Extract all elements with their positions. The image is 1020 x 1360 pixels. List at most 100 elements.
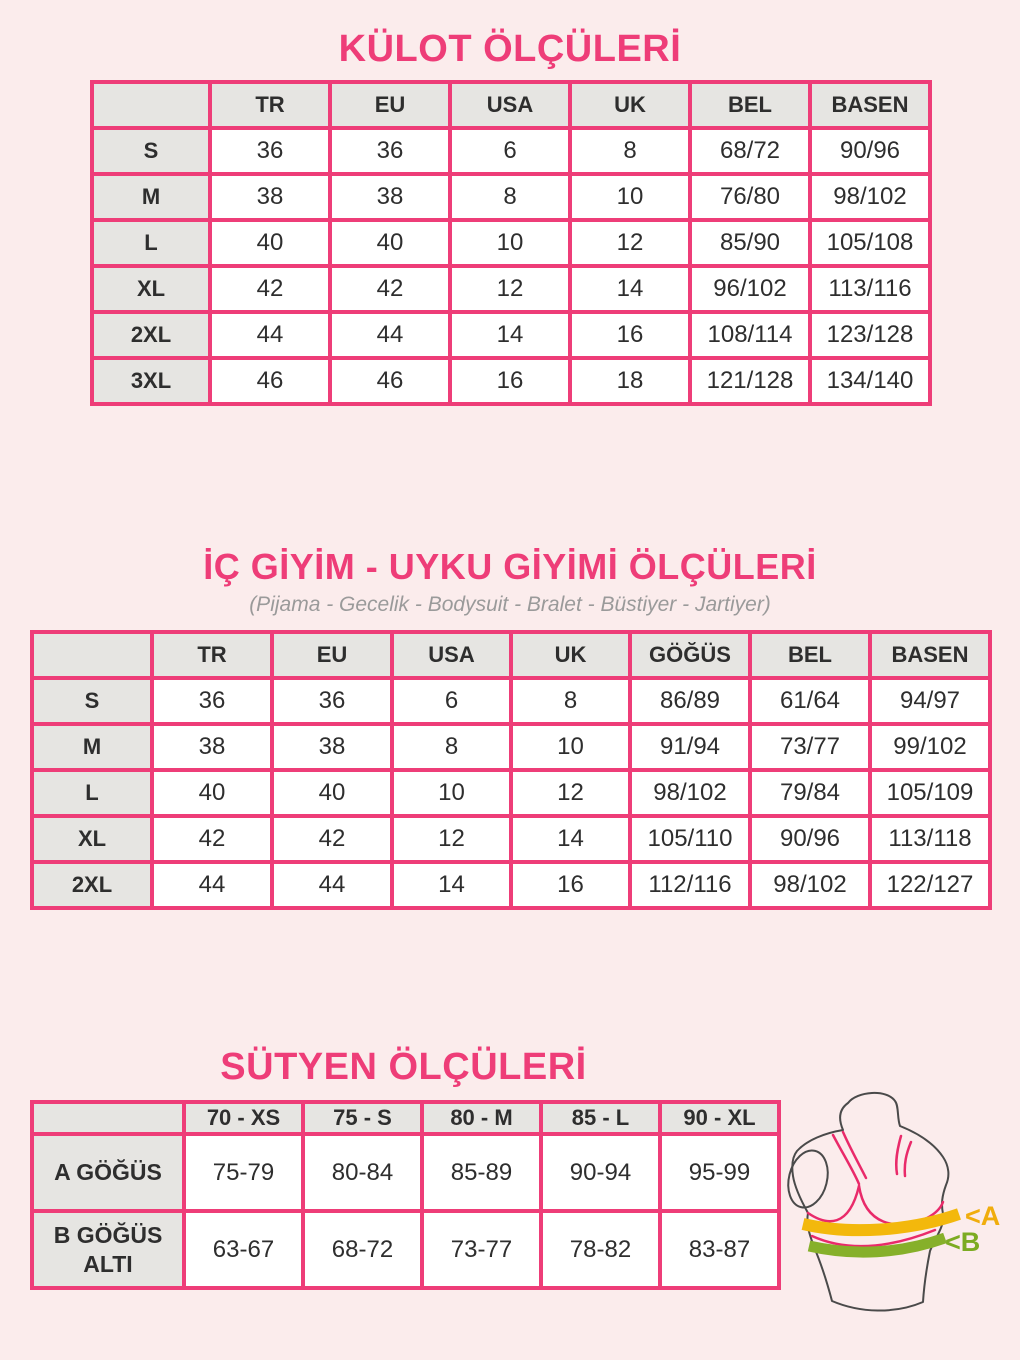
value-cell: 18	[568, 356, 692, 406]
table-row: 3XL 46 46 16 18 121/128 134/140	[90, 356, 932, 406]
row-label-cell: S	[90, 126, 212, 176]
value-cell: 8	[568, 126, 692, 176]
value-cell: 14	[568, 264, 692, 314]
row-label-cell: A GÖĞÜS	[30, 1132, 186, 1213]
measure-band-b	[807, 1232, 947, 1258]
value-cell: 12	[448, 264, 572, 314]
value-cell: 83-87	[658, 1209, 781, 1290]
table-row: 2XL 44 44 14 16 108/114 123/128	[90, 310, 932, 360]
value-cell: 10	[448, 218, 572, 268]
value-cell: 42	[208, 264, 332, 314]
value-cell: 8	[390, 722, 513, 772]
value-cell: 61/64	[748, 676, 872, 726]
row-label-cell: B GÖĞÜS ALTI	[30, 1209, 186, 1290]
table-row: XL 42 42 12 14 105/110 90/96 113/118	[30, 814, 992, 864]
value-cell: 8	[509, 676, 632, 726]
value-cell: 10	[568, 172, 692, 222]
value-cell: 112/116	[628, 860, 752, 910]
table-row: XL 42 42 12 14 96/102 113/116	[90, 264, 932, 314]
value-cell: 96/102	[688, 264, 812, 314]
value-cell: 38	[208, 172, 332, 222]
table-row: L 40 40 10 12 98/102 79/84 105/109	[30, 768, 992, 818]
value-cell: 12	[509, 768, 632, 818]
value-cell: 134/140	[808, 356, 932, 406]
value-cell: 14	[509, 814, 632, 864]
value-cell: 14	[390, 860, 513, 910]
column-header-cell: USA	[390, 630, 513, 680]
value-cell: 42	[150, 814, 274, 864]
row-label-cell: L	[30, 768, 154, 818]
value-cell: 40	[208, 218, 332, 268]
value-cell: 44	[328, 310, 452, 360]
header-row: TR EU USA UK BEL BASEN	[90, 80, 932, 130]
table-row: M 38 38 8 10 91/94 73/77 99/102	[30, 722, 992, 772]
value-cell: 36	[270, 676, 394, 726]
table-row: S 36 36 6 8 68/72 90/96	[90, 126, 932, 176]
value-cell: 44	[150, 860, 274, 910]
value-cell: 98/102	[808, 172, 932, 222]
column-header-cell: TR	[150, 630, 274, 680]
icgiyim-section-title: İÇ GİYİM - UYKU GİYİMİ ÖLÇÜLERİ	[203, 546, 817, 587]
value-cell: 46	[208, 356, 332, 406]
column-header-cell: BEL	[688, 80, 812, 130]
value-cell: 90/96	[808, 126, 932, 176]
column-header-cell: 70 - XS	[182, 1100, 305, 1136]
row-label-cell: XL	[30, 814, 154, 864]
value-cell: 90-94	[539, 1132, 662, 1213]
value-cell: 105/110	[628, 814, 752, 864]
value-cell: 42	[270, 814, 394, 864]
sutyen-size-table: 70 - XS 75 - S 80 - M 85 - L 90 - XL A GÖĞÜS 7…	[30, 1100, 781, 1290]
value-cell: 98/102	[748, 860, 872, 910]
row-label-cell: 2XL	[30, 860, 154, 910]
sutyen-section-title: SÜTYEN ÖLÇÜLERİ	[220, 1046, 587, 1088]
value-cell: 121/128	[688, 356, 812, 406]
column-header-cell: 75 - S	[301, 1100, 424, 1136]
value-cell: 12	[390, 814, 513, 864]
value-cell: 105/109	[868, 768, 992, 818]
value-cell: 113/116	[808, 264, 932, 314]
value-cell: 105/108	[808, 218, 932, 268]
table-row: 2XL 44 44 14 16 112/116 98/102 122/127	[30, 860, 992, 910]
value-cell: 113/118	[868, 814, 992, 864]
value-cell: 90/96	[748, 814, 872, 864]
mannequin-torso-icon	[787, 1092, 950, 1312]
value-cell: 98/102	[628, 768, 752, 818]
header-row: TR EU USA UK GÖĞÜS BEL BASEN	[30, 630, 992, 680]
row-label-cell: 2XL	[90, 310, 212, 360]
value-cell: 68-72	[301, 1209, 424, 1290]
band-a-label: <A	[965, 1201, 1000, 1231]
row-label-cell: XL	[90, 264, 212, 314]
value-cell: 38	[328, 172, 452, 222]
value-cell: 40	[270, 768, 394, 818]
value-cell: 8	[448, 172, 572, 222]
value-cell: 6	[448, 126, 572, 176]
kulot-size-table: TR EU USA UK BEL BASEN S 36 36 6 8 68/72 90/96 M 38 38 8…	[90, 80, 932, 406]
row-label-cell: L	[90, 218, 212, 268]
value-cell: 85-89	[420, 1132, 543, 1213]
value-cell: 85/90	[688, 218, 812, 268]
kulot-section-title: KÜLOT ÖLÇÜLERİ	[338, 28, 682, 70]
corner-cell	[30, 630, 154, 680]
value-cell: 95-99	[658, 1132, 781, 1213]
row-label-cell: M	[90, 172, 212, 222]
value-cell: 122/127	[868, 860, 992, 910]
column-header-cell: EU	[328, 80, 452, 130]
row-label-cell: M	[30, 722, 154, 772]
value-cell: 44	[208, 310, 332, 360]
value-cell: 73/77	[748, 722, 872, 772]
value-cell: 38	[150, 722, 274, 772]
table-row: M 38 38 8 10 76/80 98/102	[90, 172, 932, 222]
column-header-cell: USA	[448, 80, 572, 130]
value-cell: 10	[509, 722, 632, 772]
icgiyim-size-table: TR EU USA UK GÖĞÜS BEL BASEN S 36 36 6 8 86/89 61/64 9…	[30, 630, 992, 910]
value-cell: 99/102	[868, 722, 992, 772]
value-cell: 36	[208, 126, 332, 176]
row-label-cell: 3XL	[90, 356, 212, 406]
column-header-cell: TR	[208, 80, 332, 130]
column-header-cell: UK	[568, 80, 692, 130]
value-cell: 42	[328, 264, 452, 314]
value-cell: 108/114	[688, 310, 812, 360]
table-row: S 36 36 6 8 86/89 61/64 94/97	[30, 676, 992, 726]
value-cell: 94/97	[868, 676, 992, 726]
table-row: L 40 40 10 12 85/90 105/108	[90, 218, 932, 268]
